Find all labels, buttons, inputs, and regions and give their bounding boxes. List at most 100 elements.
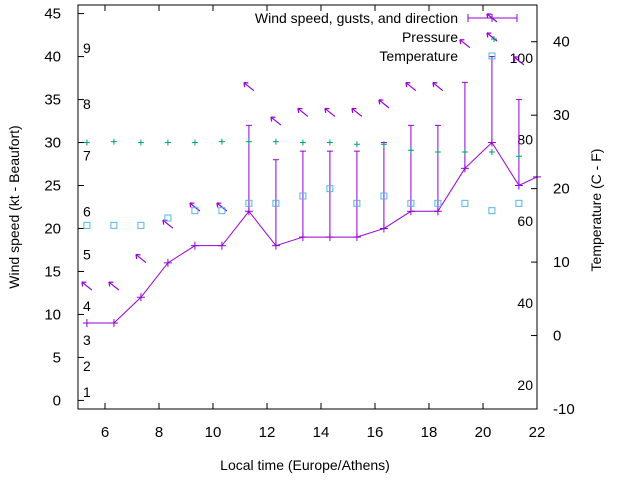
beaufort-label: 1 [83, 384, 91, 400]
beaufort-label: 9 [83, 40, 91, 56]
fahrenheit-label: 80 [517, 131, 533, 147]
pressure-point [83, 139, 90, 146]
pressure-point [299, 139, 306, 146]
pressure-point [461, 148, 468, 155]
plot-frame [77, 4, 538, 410]
y-tick-label: 10 [44, 306, 61, 323]
y-tick-label: 0 [53, 392, 61, 409]
legend-samples [467, 14, 518, 60]
x-tick-label: 20 [475, 424, 492, 441]
wind-direction-arrow [351, 107, 363, 117]
fahrenheit-label: 100 [510, 50, 534, 66]
y2-tick-label: 0 [553, 328, 561, 345]
temperature-point [407, 199, 415, 207]
temperature-point [488, 207, 496, 215]
temperature-point [434, 199, 442, 207]
beaufort-label: 3 [83, 332, 91, 348]
wind-point [271, 241, 280, 250]
temperature-point [218, 207, 226, 215]
y-tick-label: 45 [44, 6, 61, 23]
wind-direction-arrow [243, 82, 255, 92]
temperature-point [353, 199, 361, 207]
fahrenheit-label: 20 [517, 377, 533, 393]
temperature-point [110, 221, 118, 229]
pressure-point [434, 148, 441, 155]
temperature-point [380, 192, 388, 200]
wind-point [514, 181, 523, 190]
wind-point [244, 207, 253, 216]
x-axis-label: Local time (Europe/Athens) [220, 457, 390, 473]
temperature-point [272, 199, 280, 207]
wind-point [82, 319, 91, 328]
beaufort-label: 7 [83, 147, 91, 163]
wind-point [487, 138, 496, 147]
y2-tick-label: 10 [553, 254, 570, 271]
pressure-point [326, 139, 333, 146]
temperature-point [299, 192, 307, 200]
beaufort-label: 5 [83, 246, 91, 262]
wind-direction-arrow [297, 107, 309, 117]
wind-point [460, 164, 469, 173]
beaufort-label: 2 [83, 358, 91, 374]
fahrenheit-labels: 20 40 60 80 100 [510, 50, 534, 393]
wind-point [433, 207, 442, 216]
wind-direction-arrow [405, 82, 417, 92]
wind-direction-arrow [135, 253, 147, 264]
x-tick-label: 6 [101, 424, 109, 441]
pressure-point [407, 147, 414, 154]
y2-tick-label: 20 [553, 181, 570, 198]
wind-direction-arrow [108, 281, 120, 291]
pressure-point [488, 148, 495, 155]
wind-direction-arrow [378, 99, 390, 109]
wind-point [379, 224, 388, 233]
legend-sample-pressure-arrow [486, 32, 498, 42]
y2-tick-label: 40 [553, 34, 570, 51]
y2-axis-label: Temperature (C - F) [588, 149, 604, 272]
fahrenheit-label: 40 [517, 295, 533, 311]
legend-label-temperature: Temperature [379, 48, 458, 64]
wind-point [352, 233, 361, 242]
legend-label-wind: Wind speed, gusts, and direction [255, 10, 458, 26]
y-axis-label: Wind speed (kt - Beaufort) [6, 125, 22, 288]
temperature-point [326, 185, 334, 193]
wind-point [298, 233, 307, 242]
y-tick-label: 25 [44, 178, 61, 195]
wind-direction-arrow [513, 56, 525, 66]
y-tick-label: 15 [44, 263, 61, 280]
x-tick-label: 10 [205, 424, 222, 441]
pressure-point [110, 138, 117, 145]
wind-point [325, 233, 334, 242]
y-tick-label: 30 [44, 135, 61, 152]
y-tick-label: 35 [44, 92, 61, 109]
y-tick-label: 20 [44, 220, 61, 237]
temperature-point [191, 207, 199, 215]
y-tick-label: 40 [44, 49, 61, 66]
y2-tick-label: -10 [553, 401, 575, 418]
x-tick-label: 8 [155, 424, 163, 441]
y2-tick-label: 30 [553, 107, 570, 124]
temperature-point [515, 199, 523, 207]
beaufort-label: 6 [83, 203, 91, 219]
beaufort-label: 4 [83, 298, 91, 314]
x-tick-label: 14 [313, 424, 330, 441]
fahrenheit-label: 60 [517, 213, 533, 229]
wind-point [109, 319, 118, 328]
beaufort-label: 8 [83, 96, 91, 112]
temperature-point [245, 199, 253, 207]
pressure-point [380, 141, 387, 148]
wind-direction-arrow [324, 107, 336, 117]
legend: Wind speed, gusts, and direction Pressur… [255, 10, 518, 64]
temperature-point [137, 221, 145, 229]
pressure-point [164, 139, 171, 146]
wind-direction-arrow [432, 82, 444, 92]
y-tick-label: 5 [53, 349, 61, 366]
x-tick-label: 22 [529, 424, 546, 441]
wind-direction-arrow [81, 281, 93, 291]
temperature-point [461, 199, 469, 207]
wind-point [406, 207, 415, 216]
pressure-point [191, 139, 198, 146]
tick-labels: 6 8 10 12 14 16 18 20 22051015202530354045-10010… [44, 6, 574, 441]
legend-label-pressure: Pressure [402, 29, 458, 45]
temperature-point [83, 221, 91, 229]
